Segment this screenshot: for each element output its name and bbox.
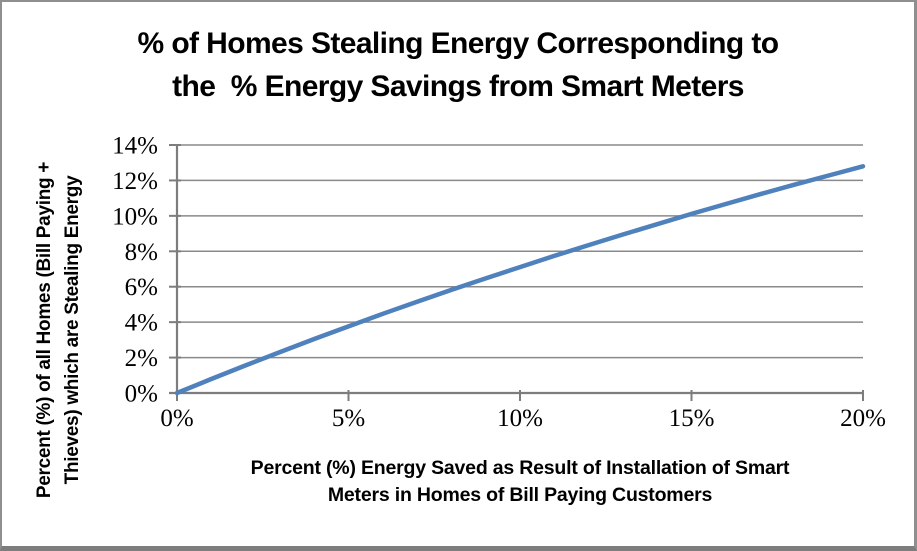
- x-axis-title-line-1: Percent (%) Energy Saved as Result of In…: [250, 457, 790, 479]
- x-axis-title: Percent (%) Energy Saved as Result of In…: [177, 455, 863, 509]
- y-tick-label: 8%: [125, 239, 158, 266]
- data-line-series: [174, 164, 866, 396]
- y-tick-label: 4%: [125, 310, 158, 337]
- x-tick-label: 20%: [840, 405, 886, 432]
- x-tick-label: 10%: [497, 405, 543, 432]
- y-tick-label: 12%: [112, 168, 158, 195]
- y-tick-label: 6%: [125, 274, 158, 301]
- y-tick-label: 0%: [125, 381, 158, 408]
- chart-title-line-1: % of Homes Stealing Energy Corresponding…: [137, 27, 780, 60]
- x-tick-label: 0%: [160, 405, 193, 432]
- y-tick-label: 14%: [112, 133, 158, 160]
- y-tick-label: 10%: [112, 203, 158, 230]
- chart-title: % of Homes Stealing Energy Corresponding…: [2, 22, 914, 108]
- chart-title-line-2: the % Energy Savings from Smart Meters: [172, 70, 744, 103]
- x-tick-label: 5%: [332, 405, 365, 432]
- x-tick-label: 15%: [669, 405, 715, 432]
- y-tick-label: 2%: [125, 345, 158, 372]
- x-axis-title-line-2: Meters in Homes of Bill Paying Customers: [327, 484, 713, 506]
